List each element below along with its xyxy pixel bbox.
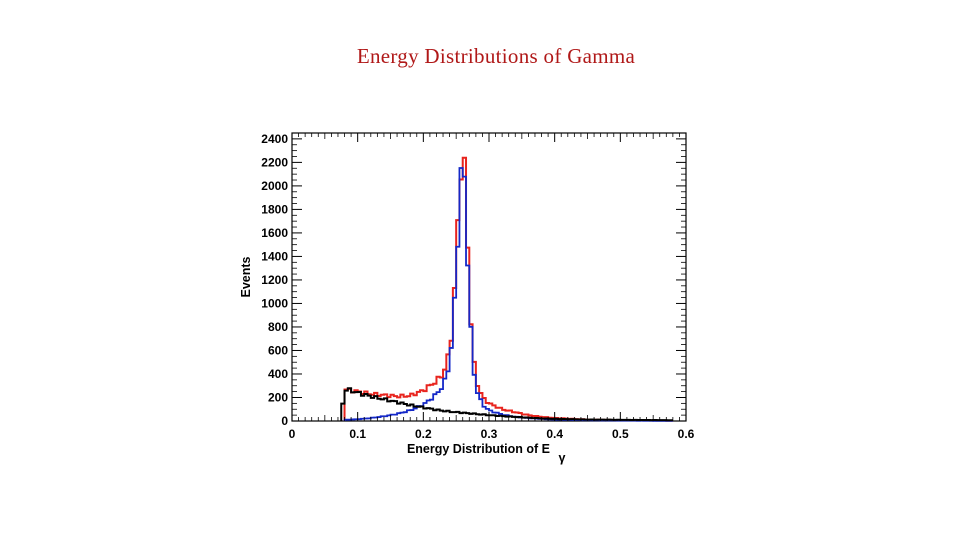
x-tick-label: 0.6 [678,427,695,441]
x-tick-label: 0.1 [349,427,366,441]
y-tick-label: 600 [268,343,288,357]
y-tick-label: 2000 [261,179,288,193]
x-axis-title-subscript: γ [559,451,566,465]
slide-title: Energy Distributions of Gamma [356,44,636,68]
y-tick-label: 800 [268,320,288,334]
y-tick-label: 200 [268,390,288,404]
y-tick-label: 400 [268,367,288,381]
plot-frame [291,132,687,422]
y-axis-title: Events [239,256,253,297]
x-tick-label: 0.3 [481,427,498,441]
y-tick-label: 1800 [261,202,288,216]
y-tick-label: 2400 [261,132,288,146]
y-tick-label: 1400 [261,249,288,263]
axis-layer: 0 0.1 0.2 0.3 0.4 0.5 0.6 0 200 400 600 800 1000 1200… [261,132,694,441]
x-tick-label: 0.2 [415,427,432,441]
y-tick-label: 1000 [261,296,288,310]
series-line-3 [340,387,673,422]
x-tick-label: 0.5 [612,427,629,441]
y-tick-label: 1200 [261,273,288,287]
y-tick-label: 2200 [261,155,288,169]
y-tick-label: 1600 [261,226,288,240]
y-tick-label: 0 [281,414,288,428]
x-tick-label: 0.4 [546,427,563,441]
x-tick-label: 0 [289,427,296,441]
x-axis-title: Energy Distribution of E [407,442,550,456]
series-layer [340,156,673,422]
